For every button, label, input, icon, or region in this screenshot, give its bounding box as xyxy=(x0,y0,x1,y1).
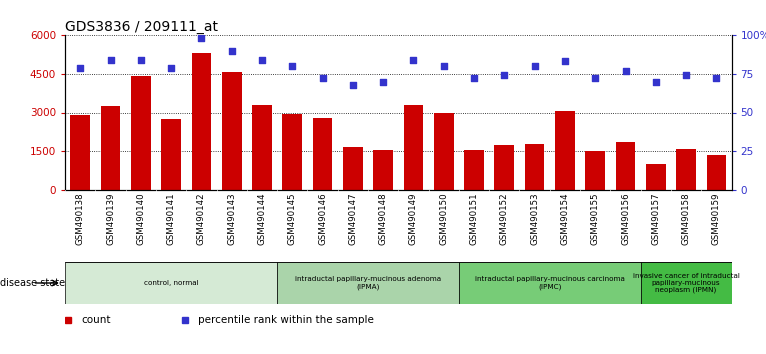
Point xyxy=(316,75,329,81)
Bar xyxy=(65,262,277,304)
Bar xyxy=(343,147,363,190)
Bar xyxy=(525,143,545,190)
Bar xyxy=(252,105,272,190)
Text: GSM490147: GSM490147 xyxy=(349,192,358,245)
Point xyxy=(589,75,601,81)
Text: intraductal papillary-mucinous adenoma
(IPMA): intraductal papillary-mucinous adenoma (… xyxy=(295,276,441,290)
Point xyxy=(650,79,662,84)
Point xyxy=(195,35,208,41)
Text: GSM490149: GSM490149 xyxy=(409,192,418,245)
Text: GSM490152: GSM490152 xyxy=(500,192,509,245)
Bar xyxy=(459,262,640,304)
Text: GSM490141: GSM490141 xyxy=(167,192,175,245)
Bar xyxy=(373,150,393,190)
Text: percentile rank within the sample: percentile rank within the sample xyxy=(198,315,375,325)
Text: GSM490154: GSM490154 xyxy=(561,192,569,245)
Bar xyxy=(646,164,666,190)
Bar xyxy=(192,53,211,190)
Bar xyxy=(585,151,605,190)
Bar xyxy=(640,262,732,304)
Bar xyxy=(162,119,181,190)
Bar xyxy=(313,118,332,190)
Point xyxy=(104,57,116,63)
Bar xyxy=(277,262,459,304)
Text: disease state: disease state xyxy=(0,278,65,288)
Text: GSM490157: GSM490157 xyxy=(651,192,660,245)
Point xyxy=(225,48,237,53)
Bar xyxy=(555,111,574,190)
Bar xyxy=(495,145,514,190)
Point xyxy=(165,65,177,70)
Point xyxy=(408,57,420,63)
Point xyxy=(347,82,359,87)
Point xyxy=(74,65,87,70)
Bar xyxy=(404,105,424,190)
Bar xyxy=(706,155,726,190)
Text: GSM490148: GSM490148 xyxy=(378,192,388,245)
Point xyxy=(710,75,722,81)
Point xyxy=(498,73,510,78)
Text: count: count xyxy=(82,315,111,325)
Bar xyxy=(222,73,241,190)
Point xyxy=(558,58,571,64)
Text: GSM490159: GSM490159 xyxy=(712,192,721,245)
Text: GSM490156: GSM490156 xyxy=(621,192,630,245)
Bar xyxy=(283,114,302,190)
Bar xyxy=(70,115,90,190)
Text: GDS3836 / 209111_at: GDS3836 / 209111_at xyxy=(65,20,218,34)
Point xyxy=(680,73,692,78)
Bar xyxy=(616,142,635,190)
Text: GSM490144: GSM490144 xyxy=(257,192,267,245)
Text: GSM490138: GSM490138 xyxy=(76,192,85,245)
Text: GSM490145: GSM490145 xyxy=(288,192,296,245)
Bar xyxy=(131,76,151,190)
Point xyxy=(377,79,389,84)
Point xyxy=(620,68,632,74)
Bar xyxy=(464,150,484,190)
Text: GSM490140: GSM490140 xyxy=(136,192,146,245)
Point xyxy=(256,57,268,63)
Point xyxy=(135,57,147,63)
Text: GSM490150: GSM490150 xyxy=(439,192,448,245)
Bar xyxy=(676,149,696,190)
Text: intraductal papillary-mucinous carcinoma
(IPMC): intraductal papillary-mucinous carcinoma… xyxy=(475,276,625,290)
Text: GSM490142: GSM490142 xyxy=(197,192,206,245)
Text: invasive cancer of intraductal
papillary-mucinous
neoplasm (IPMN): invasive cancer of intraductal papillary… xyxy=(633,273,739,293)
Text: GSM490158: GSM490158 xyxy=(682,192,691,245)
Text: GSM490153: GSM490153 xyxy=(530,192,539,245)
Point xyxy=(468,75,480,81)
Bar xyxy=(100,106,120,190)
Point xyxy=(529,63,541,69)
Text: GSM490155: GSM490155 xyxy=(591,192,600,245)
Text: GSM490143: GSM490143 xyxy=(228,192,236,245)
Text: GSM490139: GSM490139 xyxy=(106,192,115,245)
Text: GSM490146: GSM490146 xyxy=(318,192,327,245)
Point xyxy=(286,63,299,69)
Point xyxy=(437,63,450,69)
Text: control, normal: control, normal xyxy=(144,280,198,286)
Bar xyxy=(434,113,453,190)
Text: GSM490151: GSM490151 xyxy=(470,192,479,245)
